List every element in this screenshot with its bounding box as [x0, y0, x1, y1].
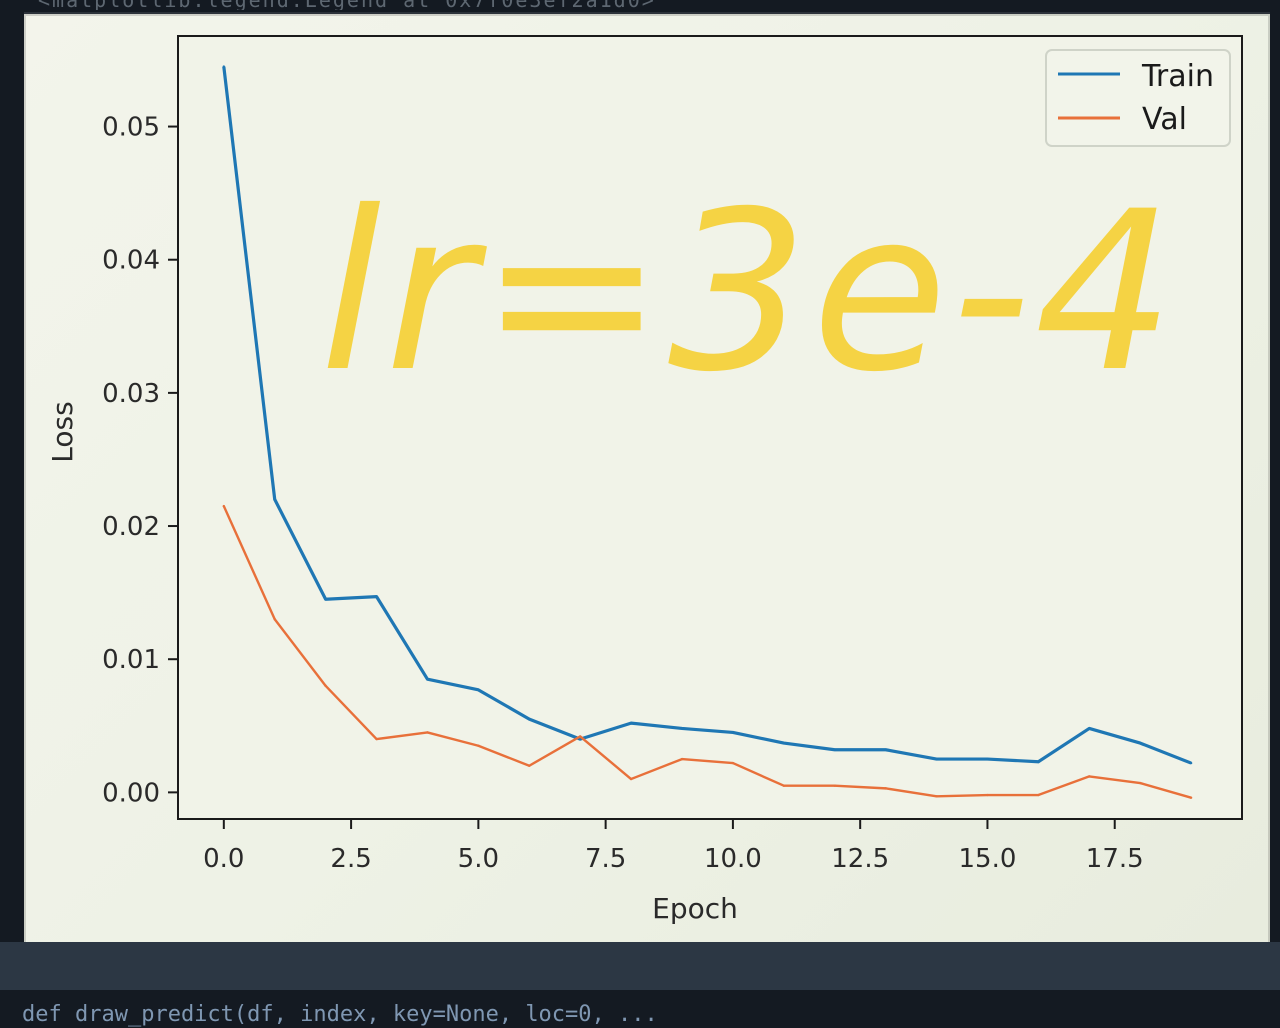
data-point-val: [375, 737, 378, 741]
x-tick-label: 10.0: [704, 844, 762, 874]
y-tick-label: 0.05: [102, 113, 160, 143]
x-tick-label: 2.5: [330, 844, 371, 874]
data-point-train: [375, 595, 378, 598]
data-point-val: [477, 744, 480, 747]
data-point-val: [1189, 796, 1193, 799]
x-axis-label: Epoch: [652, 892, 738, 925]
data-point-val: [884, 787, 887, 790]
data-point-val: [528, 764, 531, 767]
data-point-train: [1088, 727, 1091, 730]
data-point-val: [935, 795, 938, 798]
legend-label-train: Train: [1141, 59, 1214, 94]
data-point-train: [935, 757, 938, 761]
data-point-train: [833, 748, 836, 751]
x-tick-label: 15.0: [959, 844, 1017, 874]
x-tick-label: 7.5: [585, 844, 626, 874]
data-point-val: [426, 731, 429, 734]
series-line-val: [222, 505, 1192, 799]
data-point-val: [680, 757, 684, 761]
data-point-train: [273, 498, 276, 501]
data-point-train: [1138, 741, 1142, 745]
handwritten-annotation: lr=3e-4: [320, 164, 1179, 420]
y-tick-label: 0.01: [102, 645, 160, 675]
notebook-cell-divider: [0, 942, 1280, 990]
data-point-train: [1037, 760, 1040, 763]
y-tick-label: 0.02: [102, 512, 160, 542]
y-axis-label: Loss: [46, 401, 79, 462]
x-tick-label: 17.5: [1086, 844, 1144, 874]
data-point-val: [782, 784, 786, 787]
notebook-code-line: def draw_predict(df, index, key=None, lo…: [22, 1002, 658, 1027]
series-line-train: [222, 66, 1192, 765]
notebook-output-text: <matplotlib.legend.Legend at 0x7f0e3ef2a…: [38, 0, 938, 10]
data-point-val: [578, 735, 582, 738]
x-tick-label: 0.0: [203, 844, 244, 874]
data-point-val: [324, 684, 327, 688]
x-tick-label: 5.0: [458, 844, 499, 874]
data-point-train: [986, 757, 989, 761]
data-point-train: [1189, 761, 1193, 765]
plot-area: [177, 35, 1243, 820]
data-point-val: [629, 777, 633, 781]
data-point-val: [986, 793, 989, 797]
plot-lines: [222, 65, 1193, 799]
data-point-train: [324, 598, 327, 601]
data-point-val: [1138, 781, 1142, 785]
data-point-val: [1037, 793, 1040, 797]
y-axis-ticks: 0.00 0.01 0.02 0.03 0.04 0.05: [102, 113, 178, 808]
data-point-val: [222, 504, 226, 508]
y-tick-label: 0.00: [102, 778, 160, 808]
data-point-train: [528, 717, 531, 721]
data-point-train: [731, 731, 735, 734]
data-point-val: [273, 618, 276, 621]
legend-label-val: Val: [1142, 102, 1187, 137]
y-tick-label: 0.04: [102, 246, 160, 276]
legend: Train Val: [1045, 49, 1231, 147]
data-point-train: [426, 677, 429, 681]
data-point-train: [884, 748, 887, 751]
x-tick-label: 12.5: [831, 844, 889, 874]
data-point-val: [731, 761, 735, 765]
data-point-val: [1088, 775, 1091, 778]
x-axis-ticks: 0.0 2.5 5.0 7.5 10.0 12.5 15.0 17.5: [203, 819, 1144, 874]
data-point-train: [477, 688, 480, 692]
y-tick-label: 0.03: [102, 379, 160, 409]
data-point-val: [833, 784, 836, 787]
data-point-train: [629, 721, 633, 725]
data-point-train: [680, 727, 684, 730]
data-point-train: [222, 65, 226, 68]
data-point-train: [782, 741, 786, 745]
